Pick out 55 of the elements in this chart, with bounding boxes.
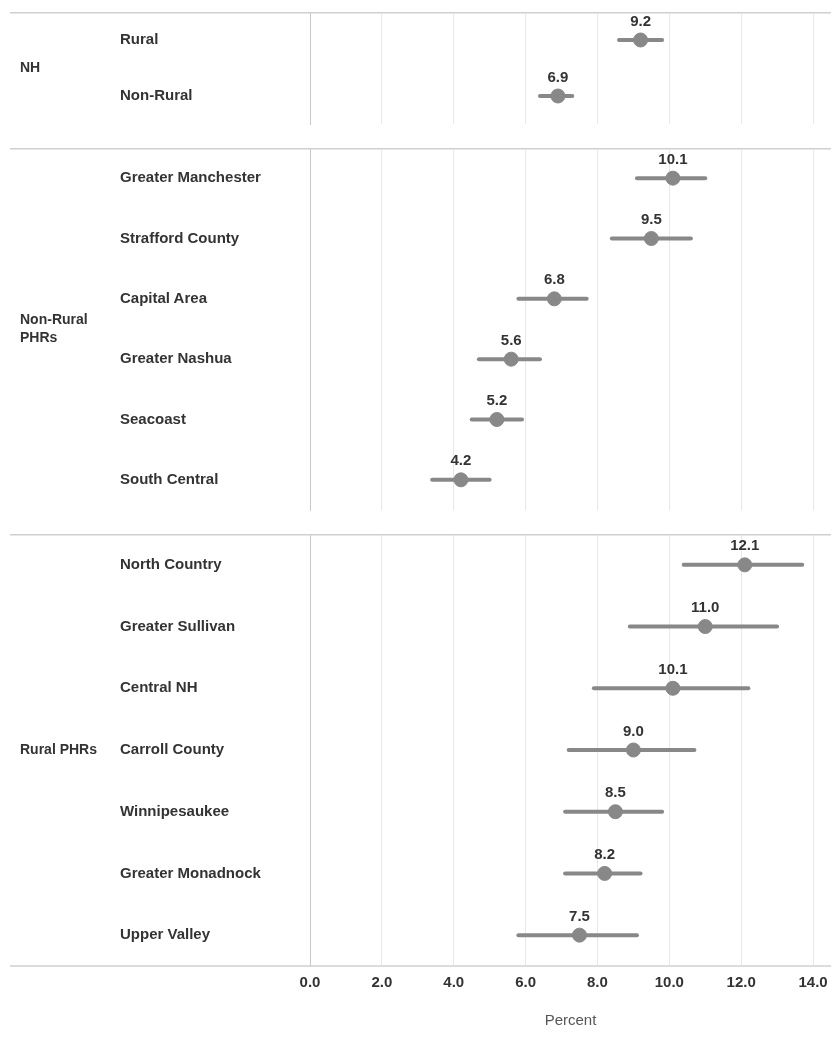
point bbox=[737, 557, 753, 573]
point bbox=[453, 472, 469, 488]
data-label: 5.2 bbox=[486, 391, 508, 409]
y-tick-label: Greater Manchester bbox=[120, 168, 262, 186]
x-tick-label: 4.0 bbox=[443, 973, 465, 991]
y-tick-label: Rural bbox=[120, 30, 159, 48]
data-label: 10.1 bbox=[658, 659, 688, 677]
data-label: 9.2 bbox=[630, 11, 651, 29]
y-tick-label: South Central bbox=[120, 469, 219, 487]
y-tick-label: Non-Rural bbox=[120, 86, 193, 104]
data-label: 4.2 bbox=[450, 451, 472, 469]
data-label: 8.5 bbox=[604, 783, 626, 801]
x-tick-label: 12.0 bbox=[726, 973, 756, 991]
point bbox=[607, 804, 623, 820]
x-tick-label: 2.0 bbox=[371, 973, 393, 991]
data-label: 5.6 bbox=[500, 330, 522, 348]
y-tick-label: Greater Monadnock bbox=[120, 863, 262, 881]
point bbox=[489, 412, 505, 427]
y-tick-label: Capital Area bbox=[120, 288, 208, 306]
data-label: 6.8 bbox=[543, 270, 565, 288]
x-tick-label: 6.0 bbox=[515, 973, 537, 991]
x-tick-label: 10.0 bbox=[654, 973, 684, 991]
point bbox=[697, 619, 713, 635]
y-tick-label: Carroll County bbox=[120, 740, 225, 758]
x-tick-label: 0.0 bbox=[299, 973, 321, 991]
point bbox=[665, 680, 681, 696]
y-tick-label: Seacoast bbox=[120, 409, 186, 427]
point bbox=[571, 927, 587, 943]
data-label: 8.2 bbox=[594, 845, 616, 863]
data-label: 11.0 bbox=[691, 598, 720, 616]
y-axis-title: Rural PHRs bbox=[20, 740, 98, 757]
data-label: 7.5 bbox=[569, 906, 590, 924]
x-tick-label: 14.0 bbox=[798, 973, 828, 991]
y-tick-label: Greater Sullivan bbox=[120, 616, 236, 634]
point bbox=[643, 231, 659, 246]
point bbox=[665, 170, 681, 186]
y-axis-title: Non-Rural PHRs bbox=[20, 310, 88, 345]
data-label: 9.0 bbox=[622, 721, 644, 739]
point bbox=[625, 742, 641, 758]
point bbox=[546, 291, 562, 307]
y-tick-label: Upper Valley bbox=[120, 925, 211, 943]
data-label: 12.1 bbox=[730, 536, 760, 554]
y-tick-label: North Country bbox=[120, 555, 223, 572]
point bbox=[597, 865, 613, 881]
x-axis-title: Percent bbox=[544, 1011, 598, 1029]
data-label: 10.1 bbox=[658, 149, 688, 167]
y-tick-label: Strafford County bbox=[120, 228, 240, 246]
data-label: 9.5 bbox=[640, 210, 662, 228]
y-axis-title: NH bbox=[20, 58, 41, 75]
point bbox=[503, 351, 519, 367]
data-label: 6.9 bbox=[547, 67, 569, 85]
y-tick-label: Winnipesaukee bbox=[120, 801, 230, 819]
y-tick-label: Central NH bbox=[120, 678, 198, 696]
y-tick-label: Greater Nashua bbox=[120, 349, 233, 367]
x-tick-label: 8.0 bbox=[587, 973, 608, 991]
